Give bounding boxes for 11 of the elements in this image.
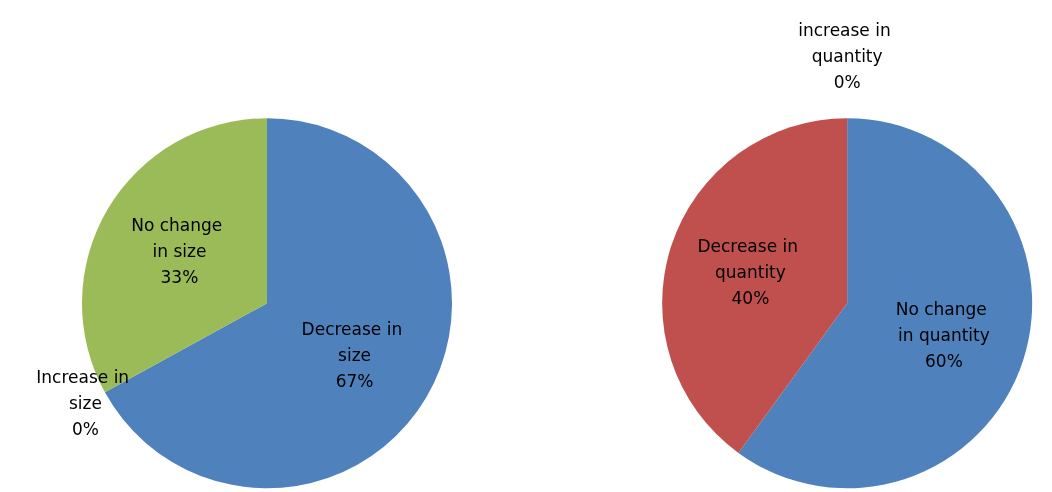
data-label: 40% (731, 287, 770, 308)
text: 0% (833, 72, 861, 93)
slice-label: Decrease in quantity (697, 235, 804, 282)
slice-label: Decrease in size (301, 319, 408, 366)
category-label: increase in quantity (798, 20, 891, 67)
slice-label: No change in size (131, 215, 228, 262)
data-label: 33% (160, 267, 199, 288)
data-label: 60% (925, 350, 963, 371)
data-label: 67% (335, 371, 374, 392)
text: 0% (71, 419, 99, 440)
slice-label: No change in quantity (895, 298, 993, 345)
